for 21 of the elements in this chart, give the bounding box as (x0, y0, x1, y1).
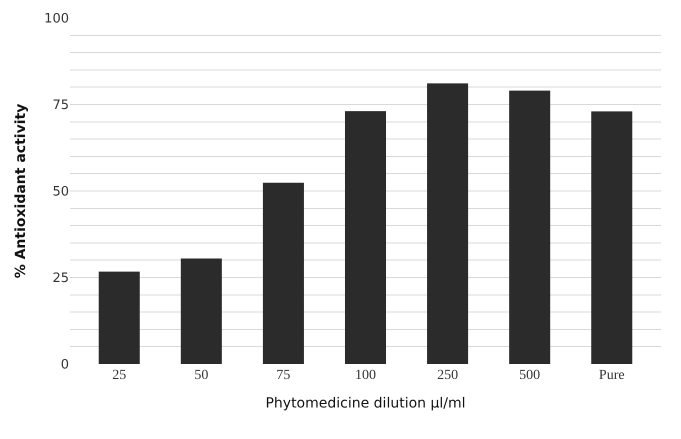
y-tick-label: 50 (52, 184, 69, 200)
y-tick-label: 100 (44, 12, 69, 27)
x-tick-label: 25 (112, 368, 126, 383)
y-tick-label: 0 (60, 358, 69, 373)
bar (591, 111, 632, 364)
x-axis-title: Phytomedicine dilution µl/ml (265, 395, 466, 412)
y-tick-label: 25 (52, 271, 69, 286)
y-tick-label: 75 (52, 98, 69, 114)
x-tick-label: 500 (519, 368, 540, 383)
bar (180, 258, 222, 364)
x-tick-label: 100 (355, 368, 376, 383)
x-tick-label: 250 (437, 368, 458, 383)
x-tick-label: 75 (276, 368, 290, 383)
bar (98, 272, 140, 364)
y-axis-title: % Antioxidant activity (12, 104, 29, 278)
x-tick-label: Pure (598, 368, 625, 383)
bar (427, 83, 468, 364)
bar (344, 111, 386, 364)
bar (509, 90, 550, 364)
bar (262, 182, 304, 364)
x-tick-label: 50 (194, 368, 208, 383)
